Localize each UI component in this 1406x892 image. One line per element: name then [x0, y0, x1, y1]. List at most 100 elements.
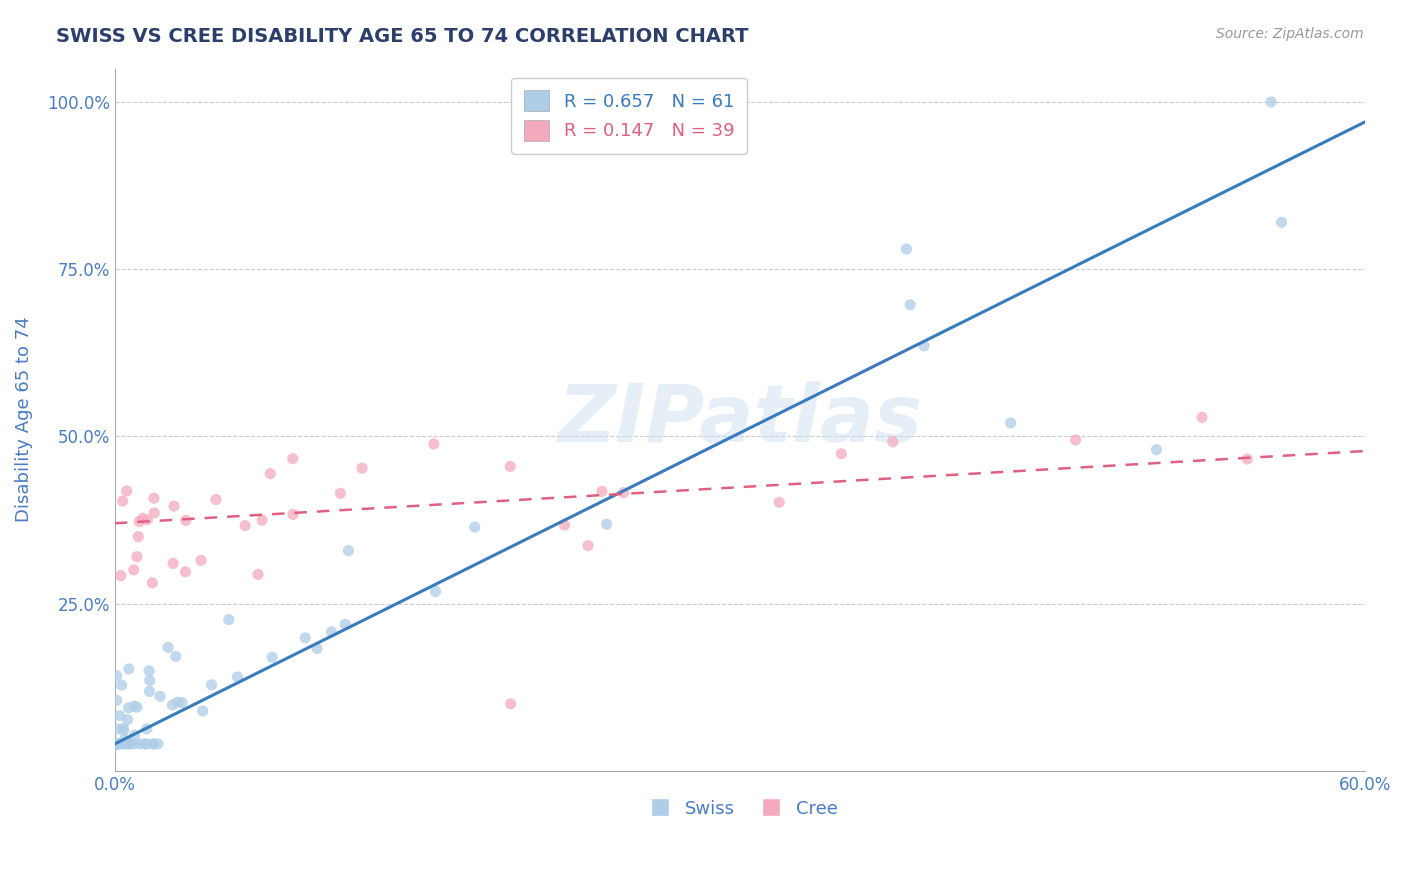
Point — [329, 486, 352, 500]
Point — [105, 737, 128, 751]
Point — [423, 437, 446, 451]
Point — [190, 553, 212, 567]
Point — [107, 737, 129, 751]
Point — [135, 722, 157, 736]
Point — [163, 499, 186, 513]
Point — [149, 690, 172, 704]
Text: ZIPatlas: ZIPatlas — [557, 381, 922, 458]
Point — [124, 728, 146, 742]
Point — [166, 695, 188, 709]
Point — [115, 737, 138, 751]
Point — [112, 721, 135, 735]
Point — [125, 549, 148, 564]
Point — [108, 737, 131, 751]
Point — [1146, 442, 1168, 457]
Point — [595, 517, 617, 532]
Point — [110, 568, 132, 582]
Point — [114, 732, 136, 747]
Point — [174, 565, 197, 579]
Point — [226, 670, 249, 684]
Point — [165, 649, 187, 664]
Point — [1000, 416, 1022, 430]
Point — [162, 557, 184, 571]
Point — [259, 467, 281, 481]
Point — [896, 242, 918, 256]
Point — [141, 575, 163, 590]
Point — [142, 737, 165, 751]
Point — [882, 434, 904, 449]
Point — [576, 539, 599, 553]
Point — [139, 673, 162, 688]
Point — [233, 518, 256, 533]
Point — [321, 624, 343, 639]
Point — [117, 713, 139, 727]
Y-axis label: Disability Age 65 to 74: Disability Age 65 to 74 — [15, 317, 32, 523]
Point — [162, 698, 184, 712]
Point — [200, 678, 222, 692]
Text: SWISS VS CREE DISABILITY AGE 65 TO 74 CORRELATION CHART: SWISS VS CREE DISABILITY AGE 65 TO 74 CO… — [56, 27, 749, 45]
Point — [1270, 215, 1292, 229]
Point — [142, 737, 165, 751]
Point — [218, 613, 240, 627]
Point — [281, 508, 304, 522]
Point — [127, 530, 149, 544]
Point — [337, 543, 360, 558]
Point — [464, 520, 486, 534]
Point — [111, 737, 134, 751]
Point — [122, 699, 145, 714]
Point — [108, 708, 131, 723]
Text: Source: ZipAtlas.com: Source: ZipAtlas.com — [1216, 27, 1364, 41]
Point — [128, 515, 150, 529]
Point — [262, 650, 284, 665]
Point — [1064, 433, 1087, 447]
Point — [134, 737, 156, 751]
Point — [205, 492, 228, 507]
Point — [912, 339, 935, 353]
Point — [138, 684, 160, 698]
Point — [118, 662, 141, 676]
Point — [250, 513, 273, 527]
Point — [191, 704, 214, 718]
Point — [768, 495, 790, 509]
Point — [105, 693, 128, 707]
Point — [281, 451, 304, 466]
Point — [118, 737, 141, 751]
Point — [118, 737, 141, 751]
Point — [170, 696, 193, 710]
Point — [142, 491, 165, 505]
Point — [138, 664, 160, 678]
Point — [499, 697, 522, 711]
Point — [247, 567, 270, 582]
Point — [115, 483, 138, 498]
Point — [111, 678, 134, 692]
Point — [122, 563, 145, 577]
Point — [352, 461, 374, 475]
Point — [294, 631, 316, 645]
Point — [157, 640, 180, 655]
Point — [613, 485, 636, 500]
Point — [124, 737, 146, 751]
Point — [111, 494, 134, 508]
Point — [105, 737, 128, 751]
Point — [105, 669, 128, 683]
Point — [307, 641, 329, 656]
Point — [1260, 95, 1282, 109]
Point — [554, 518, 576, 533]
Point — [335, 617, 357, 632]
Point — [111, 737, 134, 751]
Point — [105, 722, 128, 736]
Point — [425, 584, 447, 599]
Point — [129, 737, 152, 751]
Point — [112, 723, 135, 738]
Point — [830, 447, 852, 461]
Point — [105, 737, 128, 751]
Point — [132, 511, 155, 525]
Point — [898, 298, 921, 312]
Point — [1236, 452, 1258, 467]
Point — [117, 700, 139, 714]
Point — [135, 737, 157, 751]
Point — [499, 459, 522, 474]
Point — [136, 513, 159, 527]
Point — [1191, 410, 1213, 425]
Point — [143, 506, 166, 520]
